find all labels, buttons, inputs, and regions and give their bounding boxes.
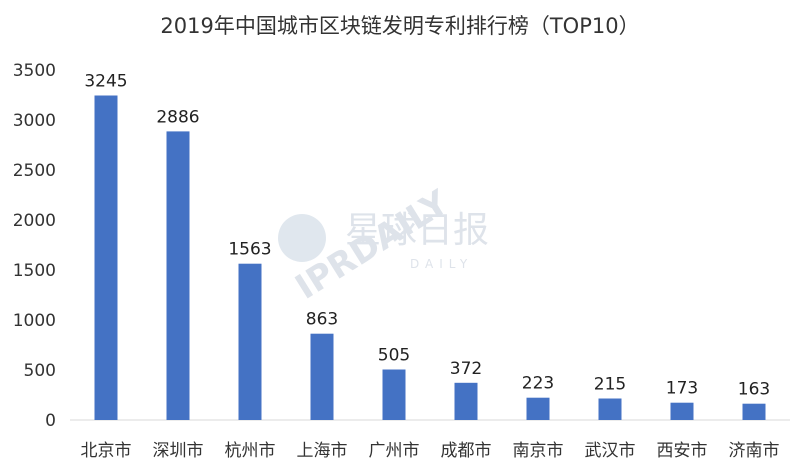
bar [454, 382, 478, 420]
bar [670, 402, 694, 420]
bar [742, 403, 766, 420]
bar [382, 369, 406, 420]
data-label: 372 [450, 359, 482, 379]
data-label: 1563 [228, 240, 271, 260]
x-tick-label: 深圳市 [153, 441, 204, 461]
y-axis: 0 500 1000 1500 2000 2500 3000 3500 [13, 61, 56, 431]
x-tick-label: 成都市 [441, 441, 492, 461]
bar [598, 398, 622, 420]
data-label: 215 [594, 375, 626, 395]
y-tick-label: 1500 [13, 261, 56, 281]
watermark-logo-icon [278, 214, 326, 262]
bar [166, 131, 190, 420]
watermark: 星球日报 DAILY IPRDAILY [278, 182, 489, 308]
data-label: 3245 [84, 72, 127, 92]
y-tick-label: 500 [24, 361, 56, 381]
bar [94, 95, 118, 420]
data-labels: 3245 2886 1563 863 505 372 223 215 173 163 [84, 72, 770, 400]
data-label: 863 [306, 310, 338, 330]
data-label: 2886 [156, 107, 199, 127]
watermark-cn-text: 星球日报 [345, 210, 489, 251]
x-tick-label: 西安市 [657, 441, 708, 461]
bar [526, 397, 550, 420]
x-tick-label: 广州市 [369, 441, 420, 461]
chart-title: 2019年中国城市区块链发明专利排行榜（TOP10） [160, 14, 640, 38]
y-tick-label: 2500 [13, 161, 56, 181]
y-tick-label: 2000 [13, 211, 56, 231]
watermark-sub-text: DAILY [410, 257, 473, 271]
y-tick-label: 3000 [13, 111, 56, 131]
bar [238, 263, 262, 420]
x-tick-label: 北京市 [81, 441, 132, 461]
x-tick-label: 济南市 [729, 441, 780, 461]
x-tick-label: 杭州市 [225, 441, 276, 461]
data-label: 163 [738, 380, 770, 400]
x-tick-label: 武汉市 [585, 441, 636, 461]
y-tick-label: 3500 [13, 61, 56, 81]
data-label: 173 [666, 379, 698, 399]
x-tick-label: 南京市 [513, 441, 564, 461]
data-label: 223 [522, 374, 554, 394]
y-tick-label: 0 [45, 411, 56, 431]
bars [94, 95, 766, 420]
data-label: 505 [378, 346, 410, 366]
y-tick-label: 1000 [13, 311, 56, 331]
x-tick-label: 上海市 [297, 441, 348, 461]
x-axis: 北京市 深圳市 杭州市 上海市 广州市 成都市 南京市 武汉市 西安市 济南市 [81, 441, 780, 461]
bar [310, 333, 334, 420]
